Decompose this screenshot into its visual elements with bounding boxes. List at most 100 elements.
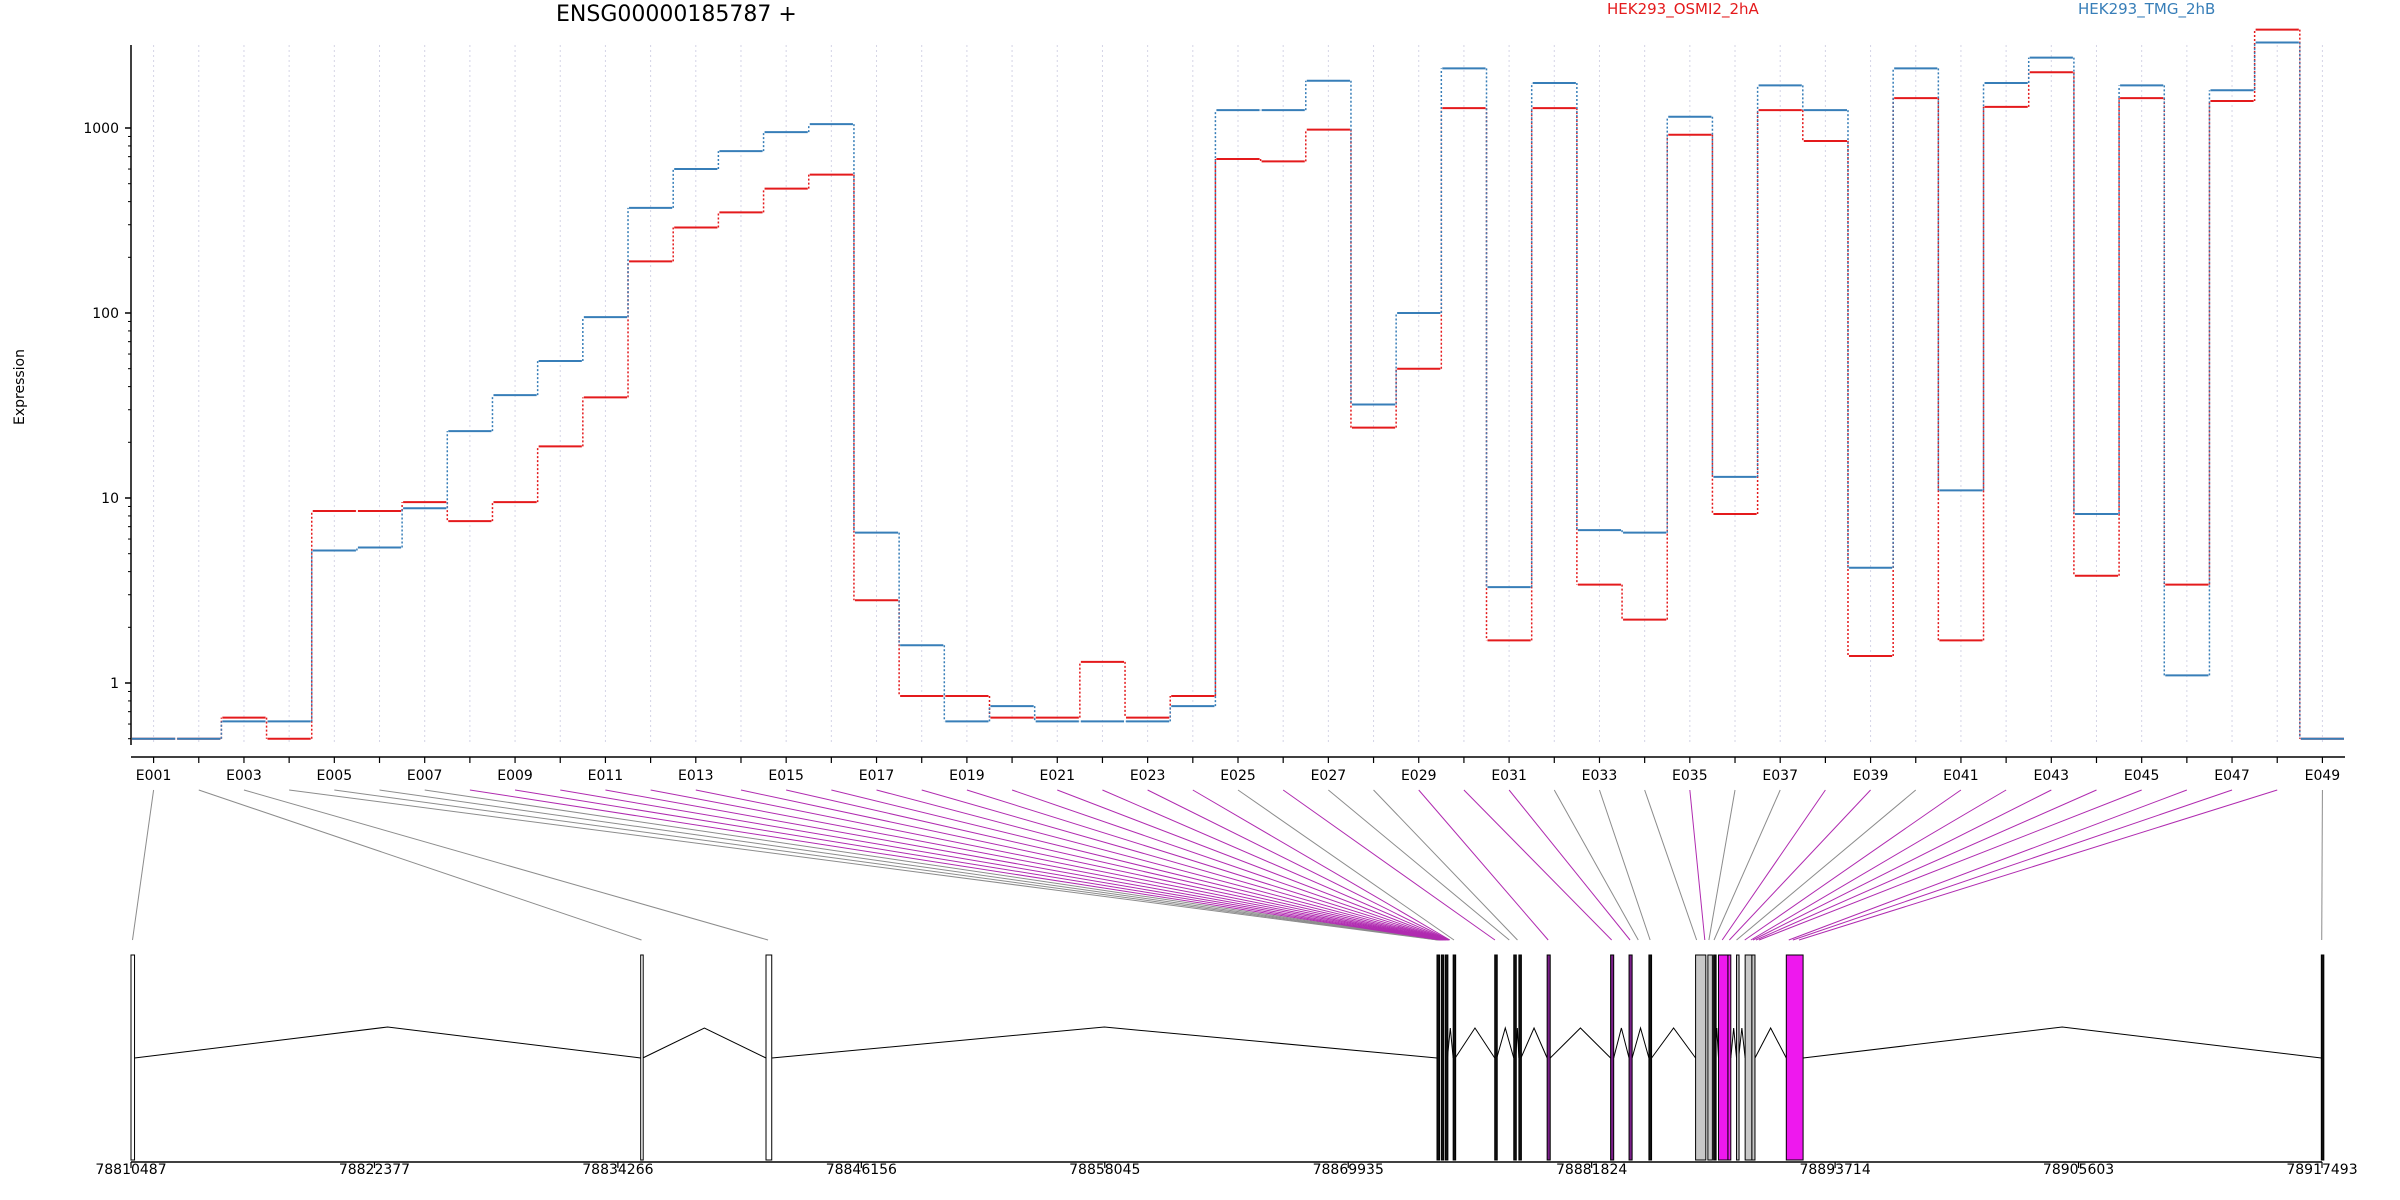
- connector-e018: [921, 789, 1447, 941]
- connector-e040: [1736, 789, 1917, 941]
- x-tick-label-e003: E003: [226, 768, 262, 784]
- exon-18: [1718, 954, 1729, 1161]
- coordinate-label: 78869935: [1313, 1162, 1384, 1178]
- connector-e047: [1792, 789, 2233, 941]
- coordinate-label: 78881824: [1556, 1162, 1627, 1178]
- exon-8: [1494, 954, 1498, 1161]
- connector-e016: [831, 789, 1446, 941]
- x-tick-label-e025: E025: [1220, 768, 1256, 784]
- intron-11: [1549, 1027, 1611, 1059]
- x-tick-label-e023: E023: [1130, 768, 1166, 784]
- intron-6: [1446, 1027, 1454, 1059]
- exon-2: [640, 954, 644, 1161]
- connector-e048: [1798, 789, 2278, 941]
- coordinate-label: 78905603: [2043, 1162, 2114, 1178]
- connector-e039: [1729, 789, 1871, 941]
- connector-e035: [1689, 789, 1706, 941]
- connector-e022: [1102, 789, 1449, 941]
- connector-e046: [1788, 789, 2188, 941]
- exon-12: [1610, 954, 1615, 1161]
- connector-e044: [1755, 789, 2097, 941]
- connector-e025: [1237, 789, 1455, 941]
- connector-e034: [1644, 789, 1698, 941]
- x-tick-label-e049: E049: [2305, 768, 2341, 784]
- connector-e029: [1418, 789, 1549, 941]
- x-tick-label-e033: E033: [1582, 768, 1618, 784]
- x-tick-label-e013: E013: [678, 768, 714, 784]
- exon-16: [1707, 954, 1713, 1161]
- connector-e017: [876, 789, 1446, 941]
- x-tick-label-e007: E007: [407, 768, 443, 784]
- intron-2: [642, 1027, 767, 1059]
- x-tick-label-e029: E029: [1401, 768, 1437, 784]
- legend-series-osmi2: HEK293_OSMI2_2hA: [1607, 0, 1759, 18]
- connector-e043: [1752, 789, 2052, 941]
- connector-e002: [198, 789, 642, 941]
- y-tick-label-10: 10: [101, 491, 119, 507]
- connector-e005: [334, 789, 1439, 941]
- connector-e032: [1553, 789, 1639, 941]
- connector-e008: [469, 789, 1441, 941]
- x-tick-label-e041: E041: [1943, 768, 1979, 784]
- x-tick-label-e005: E005: [317, 768, 353, 784]
- intron-19: [1730, 1027, 1738, 1059]
- intron-20: [1738, 1027, 1746, 1059]
- connector-e037: [1713, 789, 1781, 941]
- exon-17: [1713, 954, 1717, 1161]
- connector-e038: [1721, 789, 1826, 941]
- y-axis: 1 10 100 1000: [83, 121, 131, 740]
- connector-e021: [1057, 789, 1449, 941]
- legend-series-tmg: HEK293_TMG_2hB: [2078, 0, 2216, 18]
- coordinate-label: 78858045: [1069, 1162, 1140, 1178]
- x-tick-label-e017: E017: [859, 768, 895, 784]
- x-tick-label-e037: E037: [1762, 768, 1798, 784]
- connector-e012: [650, 789, 1443, 941]
- coordinate-label: 78822377: [339, 1162, 410, 1178]
- connector-e024: [1192, 789, 1451, 941]
- x-tick-label-e039: E039: [1853, 768, 1889, 784]
- connector-e010: [560, 789, 1442, 941]
- y-tick-label-1000: 1000: [83, 121, 119, 137]
- x-axis: E001 E003 E005 E007 E009 E011 E013 E015 E017 E019…: [136, 757, 2340, 784]
- connector-e041: [1744, 789, 1962, 941]
- connector-e042: [1750, 789, 2007, 941]
- connector-e049: [2321, 789, 2323, 941]
- exon-23: [1785, 954, 1804, 1161]
- exon-15: [1695, 954, 1707, 1161]
- exon-11: [1546, 954, 1551, 1161]
- connector-e023: [1147, 789, 1450, 941]
- exon-5: [1440, 954, 1445, 1161]
- exon-7: [1452, 954, 1457, 1161]
- x-tick-label-e047: E047: [2214, 768, 2250, 784]
- connector-e003: [243, 789, 769, 941]
- x-tick-label-e045: E045: [2124, 768, 2160, 784]
- coordinate-label: 78893714: [1799, 1162, 1870, 1178]
- intron-8: [1496, 1026, 1515, 1059]
- intron-10: [1520, 1026, 1548, 1059]
- connector-e019: [966, 789, 1447, 941]
- x-tick-label-e009: E009: [497, 768, 533, 784]
- connector-e028: [1373, 789, 1518, 941]
- exon-19: [1727, 954, 1732, 1161]
- x-tick-label-e021: E021: [1039, 768, 1075, 784]
- exon-14: [1648, 954, 1653, 1161]
- coordinate-label: 78810487: [95, 1162, 166, 1178]
- exon-24: [2320, 954, 2325, 1161]
- intron-1: [134, 1026, 641, 1059]
- intron-22: [1754, 1026, 1787, 1059]
- exon-21: [1744, 954, 1753, 1161]
- intron-13: [1631, 1026, 1650, 1059]
- exon-10: [1518, 954, 1522, 1161]
- exon-22: [1751, 954, 1756, 1161]
- connector-e013: [695, 789, 1444, 941]
- exon-9: [1513, 954, 1517, 1161]
- x-tick-label-e011: E011: [588, 768, 624, 784]
- connector-e001: [131, 789, 155, 941]
- x-tick-label-e027: E027: [1311, 768, 1347, 784]
- x-tick-label-e019: E019: [949, 768, 985, 784]
- exon-20: [1736, 954, 1740, 1161]
- series-tmg: [132, 41, 2344, 740]
- connector-e004: [289, 789, 1438, 941]
- connector-e009: [514, 789, 1441, 941]
